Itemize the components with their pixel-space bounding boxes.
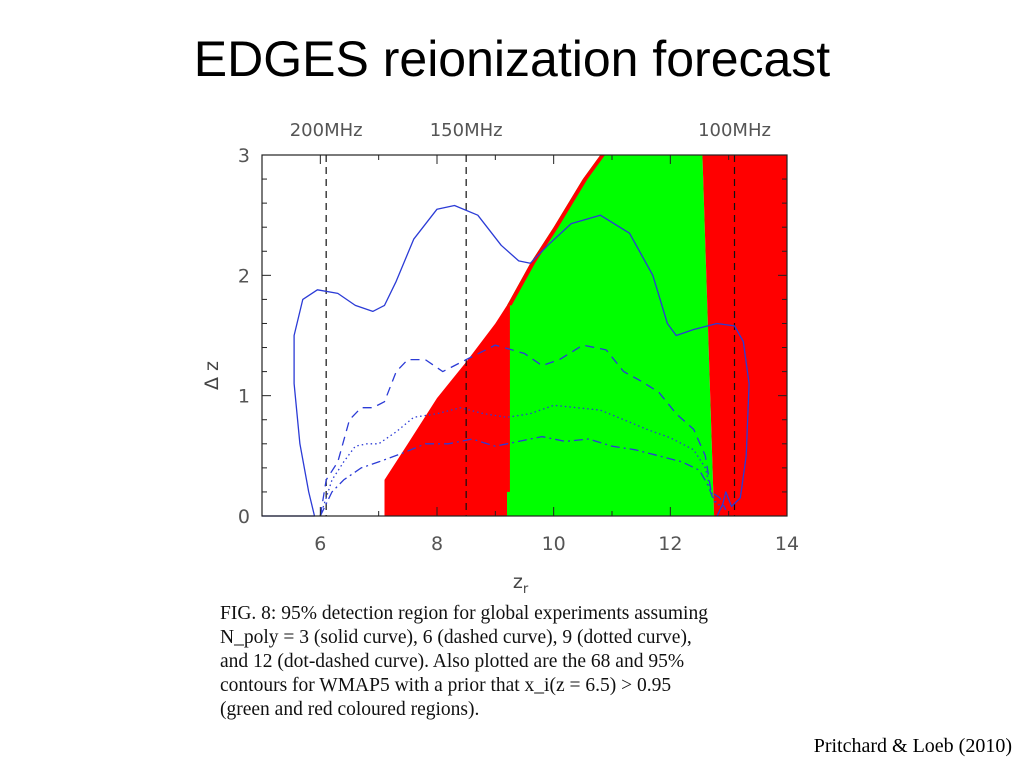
series-layer [262,204,750,517]
plot-frame [261,154,788,517]
frequency-markers: 200MHz 150MHz 100MHz [290,120,771,516]
caption-line-3: and 12 (dot-dashed curve). Also plotted … [220,651,685,672]
caption-line-4: contours for WMAP5 with a prior that x_i… [220,675,672,696]
caption-line-2: N_poly = 3 (solid curve), 6 (dashed curv… [220,627,692,648]
caption-line-5: (green and red coloured regions). [220,699,480,720]
y-tick-label: 3 [238,145,250,167]
x-axis-label: zr [513,571,529,597]
credit: Pritchard & Loeb (2010) [813,735,1012,757]
x-tick-label: 8 [431,533,443,555]
x-tick-label: 14 [775,533,799,555]
region-4 [702,155,787,516]
series-dotdash [319,435,721,517]
region-3 [507,155,605,306]
y-axis-label: Δ z [201,361,223,390]
y-tick-label: 1 [238,386,250,408]
frequency-marker-label-1: 150MHz [430,120,503,141]
series-dotted [319,404,724,517]
caption-line-1: FIG. 8: 95% detection region for global … [220,603,708,624]
region-1 [507,155,715,516]
y-tick-label: 0 [238,506,250,528]
series-dashed [319,344,727,517]
x-tick-label: 6 [314,533,326,555]
slide-title: EDGES reionization forecast [193,31,831,87]
figure-caption: FIG. 8: 95% detection region for global … [220,602,840,722]
frequency-marker-label-0: 200MHz [290,120,363,141]
region-2 [507,305,510,492]
series-solid [262,204,750,517]
y-tick-label: 2 [238,265,250,287]
x-axis-label-subscript: r [523,582,529,597]
x-tick-label: 12 [658,533,682,555]
region-0 [384,305,507,516]
x-tick-label: 10 [542,533,566,555]
frequency-marker-label-2: 100MHz [698,120,771,141]
regions-layer [384,155,787,516]
